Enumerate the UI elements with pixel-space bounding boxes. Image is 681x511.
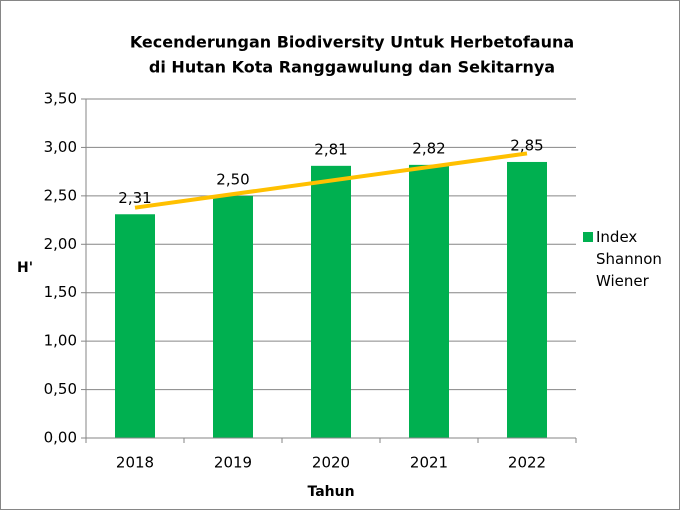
x-axis-label: Tahun [307,484,354,500]
legend-swatch [583,232,593,242]
trendline [134,151,528,210]
bar [213,195,253,438]
data-label: 2,31 [118,189,151,207]
y-axis-label: H' [17,260,33,276]
x-tick-label: 2021 [410,454,448,472]
legend: Index Shannon Wiener [583,226,666,292]
y-tick-label: 0,00 [44,429,77,447]
data-label: 2,50 [216,170,249,188]
y-tick-label: 0,50 [44,380,77,398]
y-tick-label: 1,00 [44,332,77,350]
y-tick-label: 1,50 [44,283,77,301]
bar [507,161,547,438]
data-label: 2,82 [412,139,445,157]
chart-title: di Hutan Kota Ranggawulung dan Sekitarny… [149,58,555,77]
x-tick-label: 2018 [116,454,154,472]
legend-label: Index Shannon Wiener [596,228,662,290]
bar [409,164,449,438]
bar [115,214,155,438]
data-label: 2,85 [510,136,543,154]
chart-title: Kecenderungan Biodiversity Untuk Herbeto… [130,33,574,52]
y-tick-label: 3,50 [44,90,77,108]
x-tick-label: 2020 [312,454,350,472]
y-tick-label: 3,00 [44,138,77,156]
bar [311,165,351,438]
x-tick-label: 2022 [508,454,546,472]
data-label: 2,81 [314,140,347,158]
y-tick-label: 2,00 [44,235,77,253]
x-tick-label: 2019 [214,454,252,472]
y-tick-label: 2,50 [44,186,77,204]
